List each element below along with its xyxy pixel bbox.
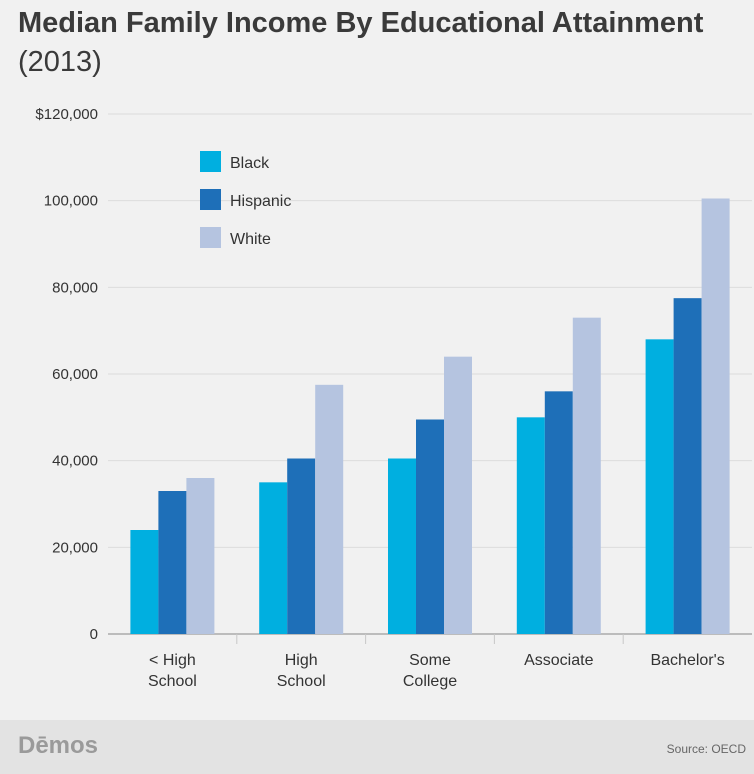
bar-black <box>645 339 674 634</box>
chart-title-year: (2013) <box>18 46 102 78</box>
bar-hispanic <box>287 458 316 634</box>
x-tick-label: < High School <box>148 652 197 690</box>
legend-label-hispanic: Hispanic <box>230 193 291 210</box>
bar-black <box>388 458 416 634</box>
bar-white <box>572 317 601 634</box>
bar-white <box>315 384 344 634</box>
brand-logo: Dēmos <box>18 732 99 759</box>
y-tick-label: 0 <box>90 626 98 643</box>
y-tick-label: 40,000 <box>52 453 98 470</box>
bar-black <box>259 482 288 634</box>
x-tick-label: Associate <box>524 652 593 669</box>
footer: Dēmos Source: OECD <box>0 720 754 774</box>
bar-hispanic <box>416 419 444 634</box>
y-tick-label: $120,000 <box>35 106 98 123</box>
bar-white <box>186 478 215 634</box>
bar-hispanic <box>544 391 573 634</box>
y-tick-label: 60,000 <box>52 366 98 383</box>
bar-black <box>130 530 159 634</box>
legend-swatch-black <box>200 151 221 172</box>
x-tick-label: Bachelor's <box>650 652 724 669</box>
bar-black <box>516 417 545 634</box>
bar-hispanic <box>673 298 702 634</box>
legend-label-black: Black <box>230 155 270 172</box>
bar-white <box>701 198 730 634</box>
y-tick-label: 80,000 <box>52 279 98 296</box>
legend-swatch-hispanic <box>200 189 221 210</box>
chart-title: Median Family Income By Educational Atta… <box>18 4 738 82</box>
legend-label-white: White <box>230 231 271 248</box>
y-tick-label: 20,000 <box>52 539 98 556</box>
source-note: Source: OECD <box>666 742 746 756</box>
y-tick-label: 100,000 <box>44 193 98 210</box>
legend-swatch-white <box>200 227 221 248</box>
x-tick-label: High School <box>277 652 326 690</box>
bar-hispanic <box>158 491 187 634</box>
bar-white <box>444 356 472 634</box>
bar-chart: 0 20,000 40,000 60,000 80,000 100,000 $120,000… <box>35 106 752 690</box>
x-tick-label: Some College <box>403 652 457 690</box>
chart-title-main: Median Family Income By Educational Atta… <box>18 7 704 39</box>
